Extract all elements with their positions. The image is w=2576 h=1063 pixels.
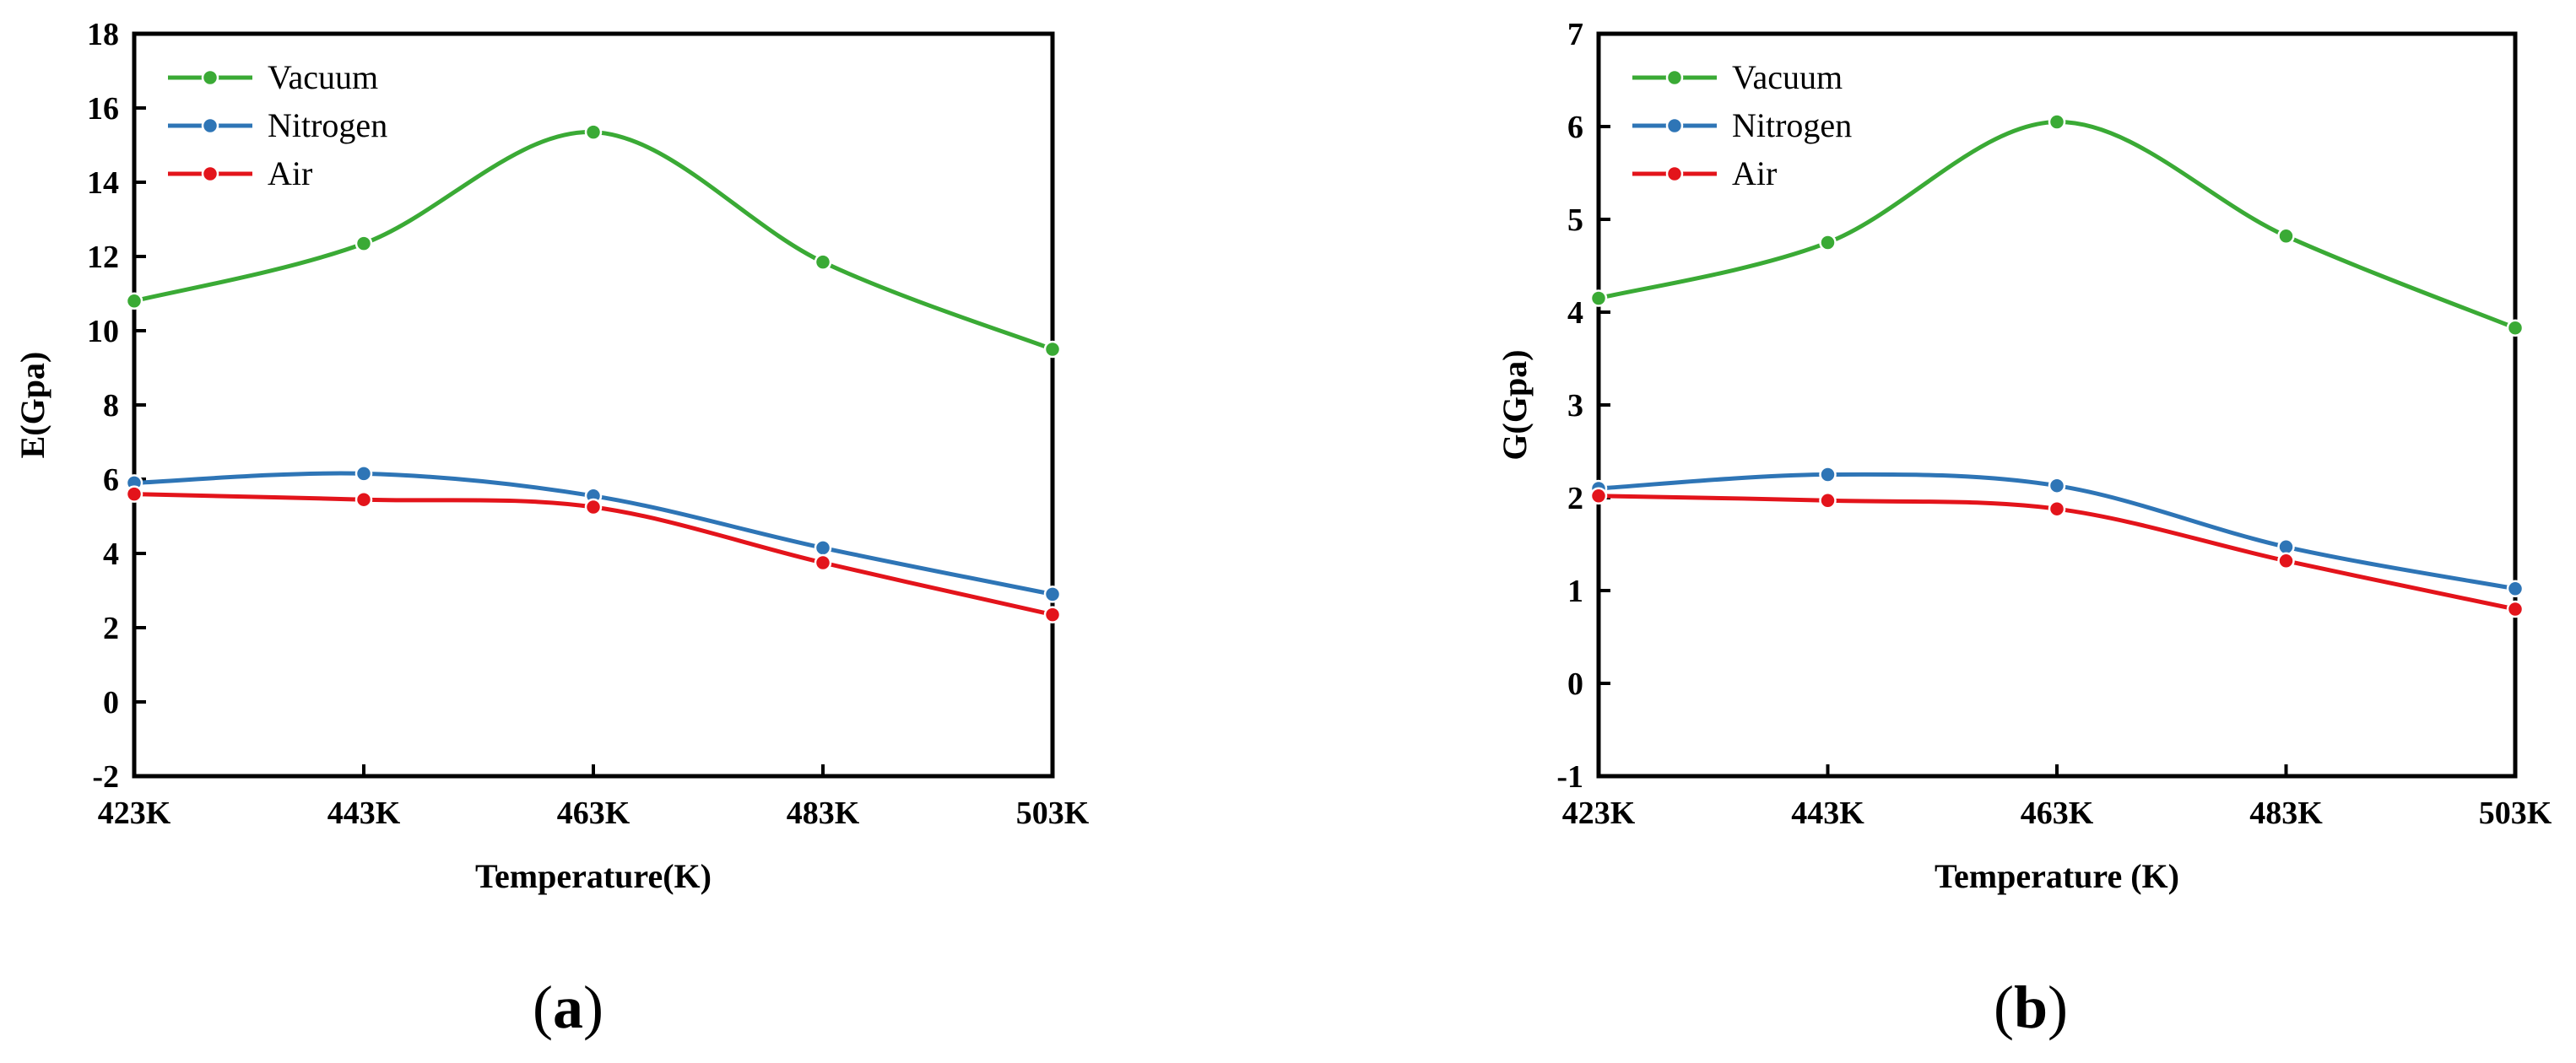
y-tick-label: 12 — [87, 240, 119, 275]
x-tick-label: 483K — [2249, 796, 2323, 831]
panel-label-close: ) — [583, 974, 603, 1041]
data-point-vacuum — [584, 123, 603, 141]
y-tick-label: 7 — [1567, 17, 1583, 52]
plot-frame — [1596, 31, 2518, 779]
legend-marker — [1665, 68, 1684, 87]
y-tick-label: 14 — [87, 165, 119, 201]
chart-a: -2 0 2 4 6 8 10 12 14 16 18 423K 443K 463K 483K 503K Tem… — [14, 17, 1090, 1041]
legend: Vacuum Nitrogen Air — [168, 58, 387, 192]
data-point-air — [125, 485, 143, 503]
legend-label: Air — [268, 154, 312, 192]
data-point-air — [2277, 552, 2295, 570]
series-line-vacuum — [1596, 119, 2518, 331]
data-point-nitrogen — [2048, 477, 2066, 494]
data-point-vacuum — [2048, 113, 2066, 131]
x-tick-label: 423K — [98, 796, 171, 831]
x-tick-label: 483K — [787, 796, 860, 831]
panel-label-close: ) — [2048, 974, 2068, 1041]
data-point-vacuum — [1043, 340, 1062, 359]
x-axis-title: Temperature (K) — [1935, 857, 2179, 895]
panel-label-letter: a — [553, 974, 583, 1041]
y-tick-label: 16 — [87, 91, 119, 127]
y-tick-label: -1 — [1556, 759, 1583, 795]
plot-frame — [132, 31, 1055, 779]
data-point-vacuum — [2506, 319, 2525, 337]
y-axis-title: G(Gpa) — [1496, 349, 1534, 460]
y-tick-label: 4 — [103, 537, 119, 572]
y-tick-label: -2 — [92, 759, 119, 795]
data-point-vacuum — [1589, 289, 1608, 307]
x-tick-label: 503K — [2479, 796, 2552, 831]
y-tick-label: 6 — [1567, 110, 1583, 145]
data-point-vacuum — [1819, 234, 1837, 251]
y-tick-label: 3 — [1567, 388, 1583, 424]
y-tick-label: 2 — [1567, 481, 1583, 516]
data-point-air — [2506, 600, 2525, 618]
legend-label: Vacuum — [268, 58, 378, 96]
data-point-nitrogen — [1043, 585, 1062, 603]
y-tick-label: 1 — [1567, 574, 1583, 609]
data-point-vacuum — [814, 253, 832, 271]
data-point-nitrogen — [1819, 466, 1837, 483]
legend-marker — [1665, 116, 1684, 135]
x-tick-label: 443K — [327, 796, 401, 831]
data-point-air — [814, 553, 832, 572]
data-point-vacuum — [125, 292, 143, 310]
legend-marker — [201, 165, 219, 183]
y-tick-label: 18 — [87, 17, 119, 52]
panel-label-open: ( — [1994, 974, 2014, 1041]
panel-label-letter: b — [2014, 974, 2048, 1041]
legend-marker — [201, 116, 219, 135]
y-tick-label: 10 — [87, 314, 119, 349]
panel-label: (a) — [533, 974, 603, 1041]
x-tick-label: 423K — [1562, 796, 1636, 831]
y-axis-title: E(Gpa) — [14, 352, 51, 459]
legend: Vacuum Nitrogen Air — [1632, 58, 1852, 192]
data-point-vacuum — [2277, 227, 2295, 246]
legend-label: Vacuum — [1732, 58, 1843, 96]
data-point-air — [584, 498, 603, 516]
x-tick-label: 463K — [2021, 796, 2094, 831]
data-point-nitrogen — [814, 539, 832, 557]
y-tick-label: 5 — [1567, 202, 1583, 238]
x-tick-label: 443K — [1791, 796, 1864, 831]
y-tick-label: 2 — [103, 611, 119, 646]
data-point-air — [1043, 606, 1062, 623]
data-point-air — [1819, 492, 1837, 510]
x-tick-label: 463K — [557, 796, 630, 831]
y-tick-label: 6 — [103, 462, 119, 498]
legend-label: Nitrogen — [268, 106, 387, 144]
x-axis-title: Temperature(K) — [475, 857, 712, 895]
panel-label-open: ( — [533, 974, 553, 1041]
data-point-nitrogen — [2506, 580, 2525, 598]
data-point-nitrogen — [354, 465, 373, 483]
legend-marker — [1665, 165, 1684, 183]
y-tick-label: 8 — [103, 388, 119, 424]
chart-b: -1 0 1 2 3 4 5 6 7 423K 443K 463K 483K 503K Temperatur… — [1496, 17, 2552, 1041]
data-point-air — [2048, 499, 2066, 518]
panel-label: (b) — [1994, 974, 2068, 1041]
legend-label: Nitrogen — [1732, 106, 1852, 144]
y-tick-label: 0 — [1567, 666, 1583, 702]
data-point-air — [1589, 487, 1608, 505]
data-point-air — [354, 490, 373, 509]
data-point-vacuum — [354, 235, 373, 252]
x-tick-label: 503K — [1016, 796, 1090, 831]
legend-marker — [201, 68, 219, 87]
y-tick-label: 0 — [103, 685, 119, 720]
y-tick-label: 4 — [1567, 295, 1583, 331]
legend-label: Air — [1732, 154, 1777, 192]
